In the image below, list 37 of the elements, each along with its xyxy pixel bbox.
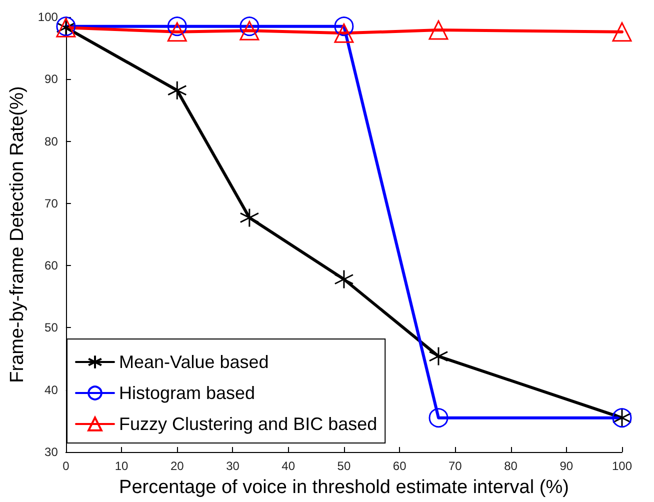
y-tick-label: 50	[44, 320, 58, 335]
point	[240, 20, 260, 40]
y-tick-label: 70	[44, 196, 58, 210]
x-tick-label: 30	[226, 459, 240, 473]
x-tick-label: 70	[448, 459, 462, 473]
x-tick-label: 20	[170, 459, 184, 473]
legend-label: Mean-Value based	[119, 352, 269, 372]
x-axis-title: Percentage of voice in threshold estimate interval (%)	[119, 477, 569, 498]
point	[167, 80, 187, 100]
y-tick-label: 100	[38, 10, 58, 24]
x-tick-label: 100	[612, 459, 632, 473]
point	[240, 16, 260, 36]
y-tick-label: 60	[44, 258, 58, 273]
x-tick-label: 80	[504, 459, 518, 473]
y-tick-label: 90	[44, 72, 58, 86]
legend-label: Fuzzy Clustering and BIC based	[119, 414, 378, 434]
x-tick-label: 90	[560, 459, 574, 473]
y-axis-title: Frame-by-frame Detection Rate(%)	[7, 86, 28, 383]
x-tick-label: 10	[114, 459, 129, 473]
point	[334, 23, 354, 43]
x-tick-label: 60	[392, 459, 407, 473]
x-tick-label: 40	[282, 459, 296, 473]
y-tick-label: 30	[44, 445, 58, 459]
y-tick-label: 80	[44, 134, 58, 148]
point	[428, 408, 448, 428]
point	[240, 208, 260, 228]
x-tick-label: 50	[337, 459, 351, 473]
legend-label: Histogram based	[119, 383, 256, 403]
point	[334, 16, 354, 36]
point	[428, 20, 448, 40]
point	[428, 346, 448, 366]
y-tick-label: 40	[44, 382, 58, 397]
point	[167, 16, 187, 36]
point	[612, 22, 632, 42]
point	[167, 22, 187, 42]
point	[334, 269, 354, 289]
x-tick-label: 0	[62, 459, 70, 473]
